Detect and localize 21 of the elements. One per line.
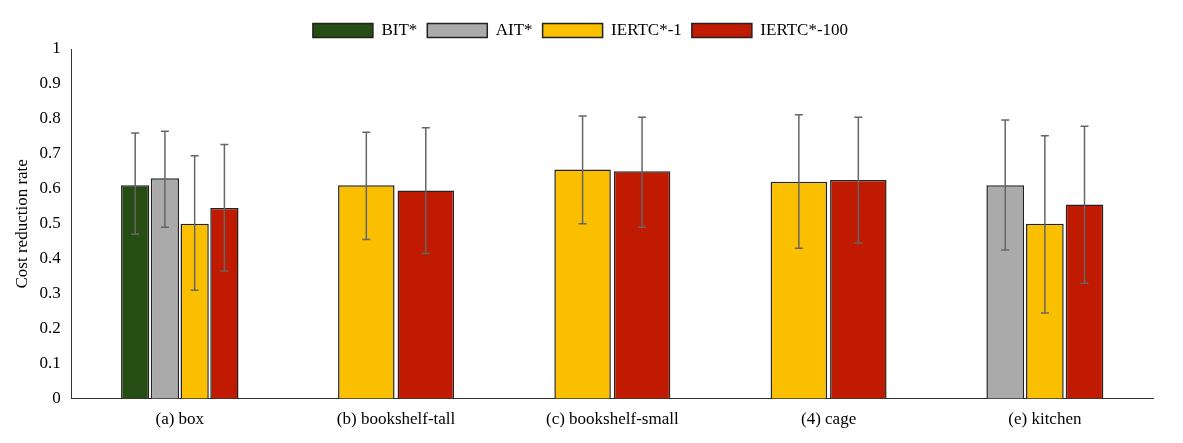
y-axis-title: Cost reduction rate	[11, 159, 31, 289]
legend-label: IERTC*-1	[611, 19, 682, 39]
legend-label: IERTC*-100	[760, 19, 849, 39]
y-tick-label: 0.7	[39, 143, 62, 163]
x-tick-label: (c) bookshelf-small	[546, 409, 679, 429]
y-tick-label: 0.3	[39, 283, 61, 303]
y-tick-label: 0.4	[39, 248, 62, 268]
x-tick-label: (a) box	[155, 409, 205, 429]
y-tick-label: 0.9	[39, 73, 61, 93]
y-tick-label: 0.8	[39, 108, 61, 128]
y-tick-label: 0.6	[39, 178, 61, 198]
y-tick-label: 0	[52, 388, 61, 408]
y-tick-label: 1	[52, 38, 61, 58]
x-tick-label: (b) bookshelf-tall	[336, 409, 456, 429]
x-tick-label: (e) kitchen	[1008, 409, 1082, 429]
y-tick-label: 0.1	[39, 353, 61, 373]
legend-label: BIT*	[381, 19, 418, 39]
legend-label: AIT*	[495, 19, 533, 39]
y-tick-label: 0.2	[39, 318, 61, 338]
x-tick-label: (4) cage	[800, 409, 857, 429]
y-tick-label: 0.5	[39, 213, 61, 233]
